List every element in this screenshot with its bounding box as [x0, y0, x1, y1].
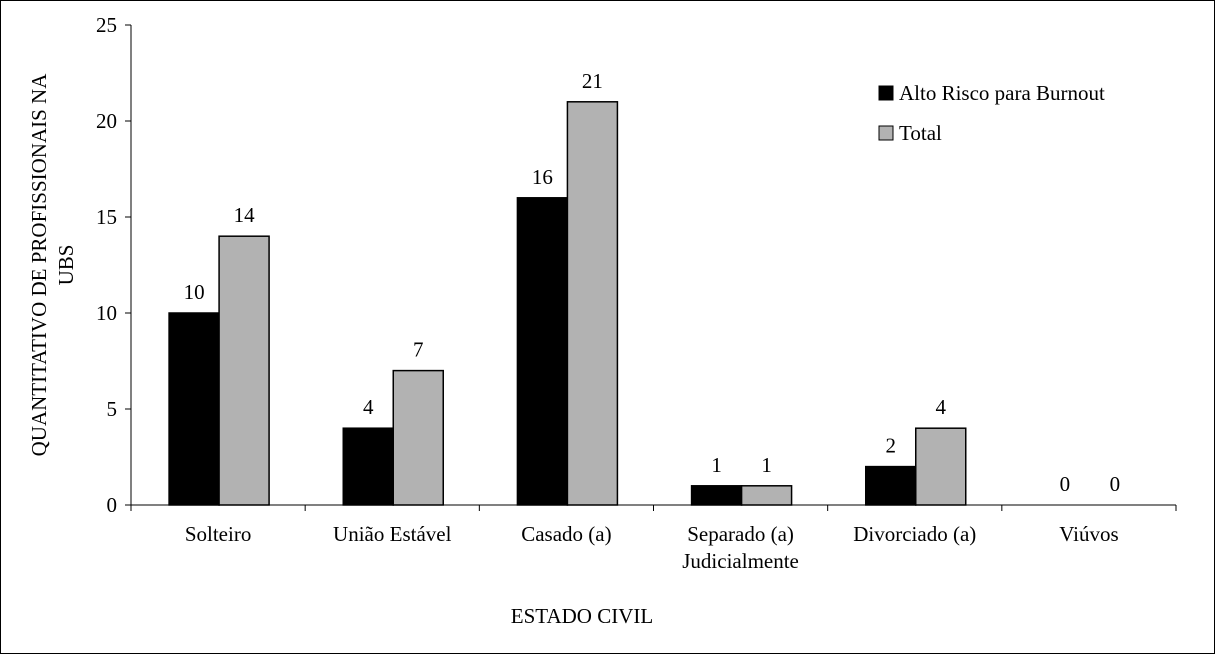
x-categories: Solteiro União Estável Casado (a) Separado …	[185, 522, 1119, 573]
legend-swatch	[878, 125, 894, 141]
bar-total	[392, 369, 444, 506]
legend-label: Alto Risco para Burnout	[899, 81, 1105, 105]
y-tick-label: 10	[96, 301, 117, 325]
bar-alto-risco	[168, 312, 220, 506]
bar-alto-risco	[865, 465, 917, 506]
data-label: 7	[413, 338, 424, 362]
x-category-label: Judicialmente	[682, 549, 799, 573]
y-tick-label: 5	[107, 397, 118, 421]
bar-total	[218, 235, 270, 506]
data-label: 2	[886, 434, 897, 458]
x-category-label: Viúvos	[1059, 522, 1118, 546]
legend-swatch	[878, 85, 894, 101]
x-category-label: Divorciado (a)	[853, 522, 976, 546]
data-label: 0	[1110, 472, 1121, 496]
x-category-label: União Estável	[333, 522, 452, 546]
legend-label: Total	[899, 121, 942, 145]
x-category-label: Separado (a)	[687, 522, 794, 546]
data-label: 14	[234, 203, 256, 227]
y-tick-label: 20	[96, 109, 117, 133]
data-label: 4	[363, 395, 374, 419]
bars-layer	[168, 101, 967, 506]
data-label: 10	[184, 280, 205, 304]
bar-alto-risco	[342, 427, 394, 506]
data-label: 1	[761, 453, 772, 477]
x-category-label: Casado (a)	[521, 522, 611, 546]
x-category-label: Solteiro	[185, 522, 252, 546]
x-axis-title: ESTADO CIVIL	[511, 604, 653, 628]
y-axis-title: QUANTITATIVO DE PROFISSIONAIS NA UBS	[27, 73, 78, 457]
bar-alto-risco	[516, 197, 569, 506]
bar-total	[566, 101, 619, 506]
legend: Alto Risco para Burnout Total	[878, 81, 1105, 145]
data-label: 21	[582, 69, 603, 93]
y-tick-label: 0	[107, 493, 118, 517]
data-label: 0	[1060, 472, 1071, 496]
data-label: 16	[532, 165, 553, 189]
bar-total	[915, 427, 967, 506]
data-label: 4	[936, 395, 947, 419]
y-tick-label: 15	[96, 205, 117, 229]
y-tick-label: 25	[96, 13, 117, 37]
bar-alto-risco	[690, 485, 743, 506]
bar-total	[740, 485, 793, 506]
data-label: 1	[711, 453, 722, 477]
